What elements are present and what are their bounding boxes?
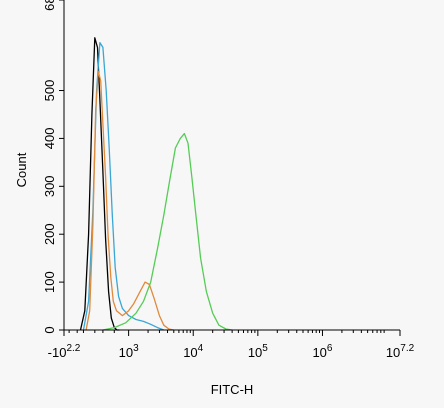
axes-layer xyxy=(63,0,400,331)
y-tick-label-6: 689 xyxy=(42,0,57,11)
x-tick-label-3: 105 xyxy=(248,343,268,360)
x-tick-label-2: 104 xyxy=(183,343,203,360)
y-tick-label-3: 300 xyxy=(42,175,57,197)
y-tick-label-5: 500 xyxy=(42,80,57,102)
x-tick-label-4: 106 xyxy=(312,343,332,360)
x-tick-label-0: -102.2 xyxy=(48,343,81,360)
x-tick-label-5: 107.2 xyxy=(386,343,415,360)
y-axis-title: Count xyxy=(14,152,29,187)
x-axis-title: FITC-H xyxy=(211,382,254,397)
ticks-layer: 0 100 200 300 400 500 689 -102.2 103 104 105 106 107… xyxy=(42,0,415,360)
series-line-3 xyxy=(85,70,174,331)
series-line-1 xyxy=(79,37,120,331)
y-tick-label-4: 400 xyxy=(42,128,57,150)
series-line-4 xyxy=(102,132,233,331)
series-layer xyxy=(79,37,233,331)
series-line-2 xyxy=(82,41,165,331)
y-tick-label-0: 0 xyxy=(42,326,57,333)
y-tick-label-2: 200 xyxy=(42,223,57,245)
x-tick-label-1: 103 xyxy=(119,343,139,360)
y-tick-label-1: 100 xyxy=(42,271,57,293)
